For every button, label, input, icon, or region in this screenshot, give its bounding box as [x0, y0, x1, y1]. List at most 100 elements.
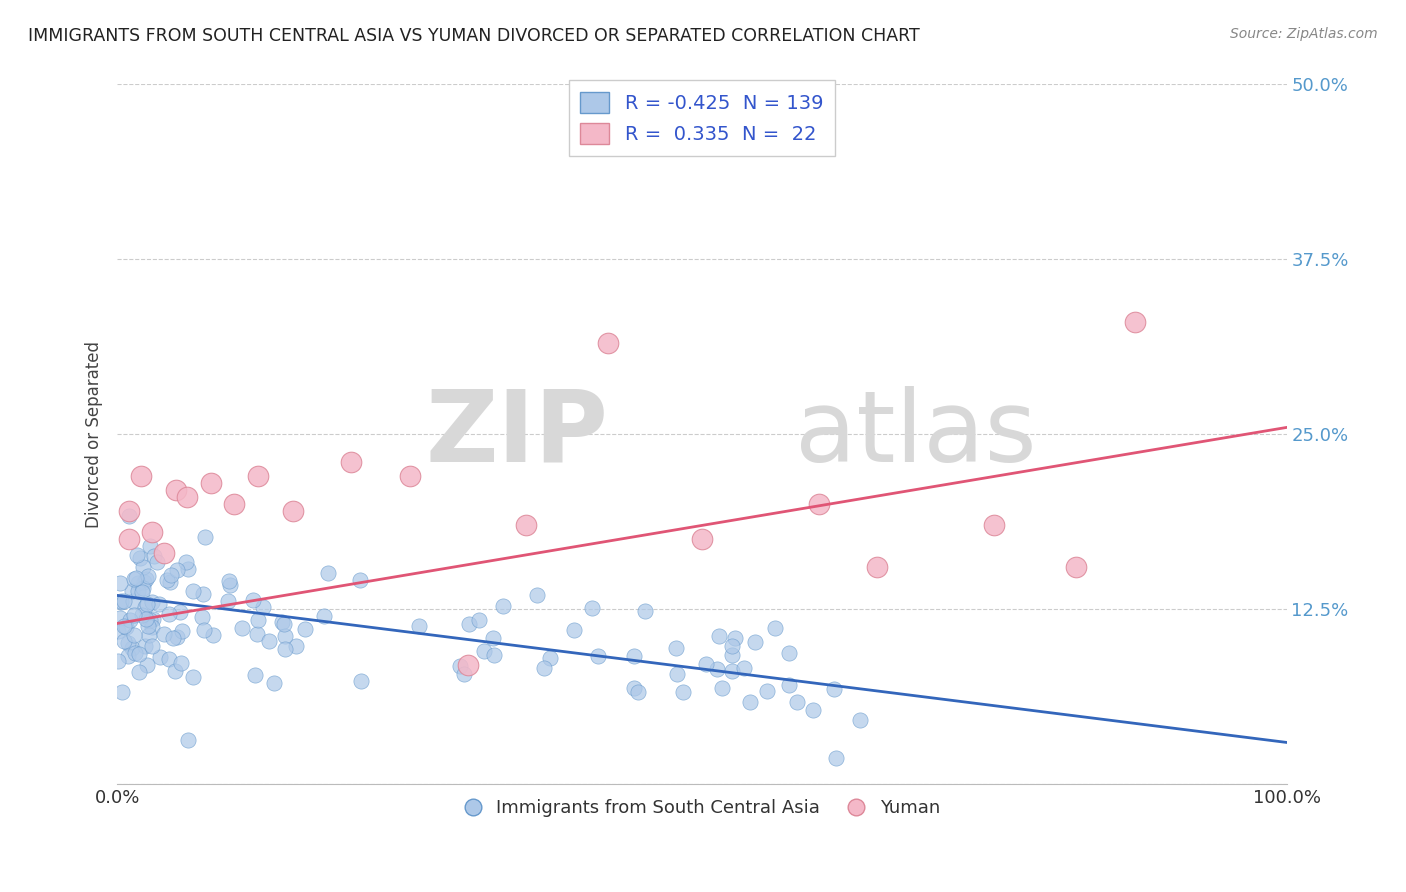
Point	[733, 661, 755, 675]
Point	[124, 571, 146, 585]
Point	[110, 595, 132, 609]
Point	[112, 619, 135, 633]
Point	[318, 566, 340, 581]
Point	[143, 549, 166, 563]
Point	[135, 572, 157, 586]
Point	[163, 664, 186, 678]
Point	[169, 605, 191, 619]
Point	[481, 631, 503, 645]
Point	[340, 455, 363, 469]
Point	[118, 508, 141, 523]
Point	[738, 694, 761, 708]
Point	[350, 673, 373, 688]
Point	[763, 621, 786, 635]
Point	[623, 681, 645, 695]
Point	[721, 665, 744, 679]
Point	[533, 661, 555, 675]
Point	[142, 612, 165, 626]
Point	[148, 598, 170, 612]
Point	[131, 608, 153, 623]
Point	[136, 618, 159, 632]
Point	[312, 608, 335, 623]
Point	[562, 623, 585, 637]
Text: Source: ZipAtlas.com: Source: ZipAtlas.com	[1230, 27, 1378, 41]
Point	[176, 491, 198, 505]
Point	[191, 610, 214, 624]
Point	[136, 597, 159, 611]
Point	[665, 641, 688, 656]
Point	[257, 634, 280, 648]
Point	[177, 732, 200, 747]
Point	[200, 476, 222, 491]
Point	[273, 617, 295, 632]
Text: IMMIGRANTS FROM SOUTH CENTRAL ASIA VS YUMAN DIVORCED OR SEPARATED CORRELATION CH: IMMIGRANTS FROM SOUTH CENTRAL ASIA VS YU…	[28, 27, 920, 45]
Point	[824, 750, 846, 764]
Point	[122, 607, 145, 622]
Point	[174, 555, 197, 569]
Point	[134, 639, 156, 653]
Point	[134, 574, 156, 589]
Point	[218, 578, 240, 592]
Point	[721, 639, 744, 653]
Point	[193, 623, 215, 637]
Point	[156, 573, 179, 587]
Point	[112, 633, 135, 648]
Point	[581, 601, 603, 615]
Point	[284, 640, 307, 654]
Point	[744, 635, 766, 649]
Point	[166, 630, 188, 644]
Point	[983, 518, 1005, 533]
Point	[807, 498, 830, 512]
Point	[515, 518, 537, 533]
Point	[202, 628, 225, 642]
Point	[118, 504, 141, 518]
Point	[457, 658, 479, 673]
Point	[112, 593, 135, 607]
Point	[218, 574, 240, 588]
Point	[136, 568, 159, 582]
Point	[398, 469, 420, 483]
Point	[110, 611, 132, 625]
Point	[141, 639, 163, 653]
Point	[149, 650, 172, 665]
Point	[707, 629, 730, 643]
Point	[118, 613, 141, 627]
Point	[193, 587, 215, 601]
Point	[786, 694, 808, 708]
Point	[586, 648, 609, 663]
Point	[252, 600, 274, 615]
Point	[194, 530, 217, 544]
Point	[129, 469, 152, 483]
Point	[141, 595, 163, 609]
Point	[408, 619, 430, 633]
Point	[183, 670, 205, 684]
Point	[177, 562, 200, 576]
Y-axis label: Divorced or Separated: Divorced or Separated	[86, 341, 103, 528]
Point	[866, 560, 889, 574]
Point	[623, 648, 645, 663]
Point	[157, 607, 180, 621]
Point	[492, 599, 515, 613]
Point	[131, 585, 153, 599]
Point	[458, 616, 481, 631]
Point	[453, 667, 475, 681]
Point	[157, 651, 180, 665]
Point	[125, 548, 148, 562]
Point	[153, 627, 176, 641]
Point	[128, 551, 150, 566]
Point	[141, 619, 163, 633]
Point	[162, 631, 184, 645]
Point	[778, 646, 800, 660]
Point	[146, 555, 169, 569]
Point	[115, 620, 138, 634]
Point	[247, 613, 270, 627]
Point	[107, 654, 129, 668]
Legend: Immigrants from South Central Asia, Yuman: Immigrants from South Central Asia, Yuma…	[457, 792, 948, 824]
Point	[124, 628, 146, 642]
Point	[135, 612, 157, 626]
Point	[468, 613, 491, 627]
Point	[165, 483, 187, 498]
Point	[217, 593, 239, 607]
Point	[121, 584, 143, 599]
Point	[695, 657, 717, 671]
